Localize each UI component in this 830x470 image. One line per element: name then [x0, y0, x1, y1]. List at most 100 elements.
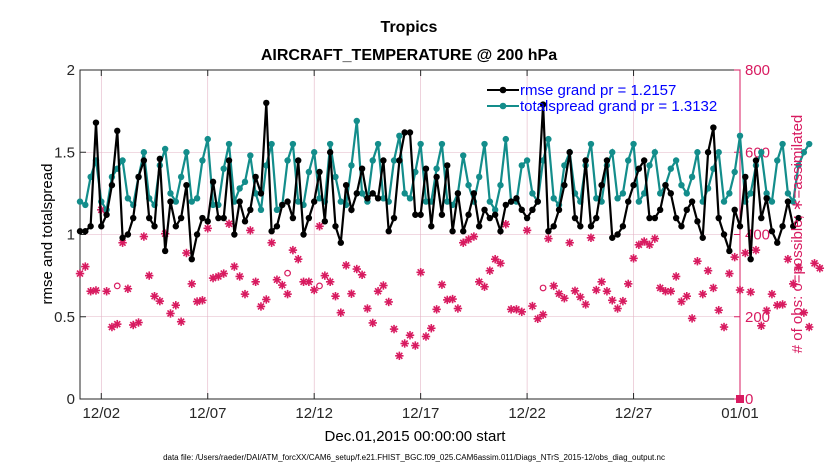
obs-asterisk-stroke: [587, 234, 595, 242]
rmse-point: [433, 173, 440, 181]
obs-assimilated-point: [634, 240, 644, 249]
rmse-point: [507, 198, 515, 205]
obs-possible-point: [539, 284, 547, 292]
rmse-point: [731, 206, 738, 214]
obs-assimilated-point: [331, 291, 340, 301]
rmse-point: [114, 127, 121, 135]
obs-asterisk-stroke: [502, 220, 510, 228]
rmse-point: [215, 214, 222, 222]
rmse-point: [161, 247, 169, 255]
obs-assimilated-point: [91, 286, 101, 295]
obs-assimilated-point: [815, 264, 825, 273]
obs-asterisk-stroke: [800, 309, 808, 317]
obs-asterisk-stroke: [433, 305, 441, 313]
obs-assimilated-point: [187, 279, 196, 289]
rmse-point: [130, 214, 137, 222]
obs-asterisk-stroke: [422, 332, 430, 341]
totalspread-point: [678, 181, 685, 189]
rmse-point: [561, 181, 568, 189]
rmse-point: [582, 157, 589, 164]
obs-assimilated-point: [123, 284, 133, 293]
obs-asterisk-stroke: [661, 287, 670, 295]
rmse-point: [774, 239, 781, 246]
totalspread-point: [640, 190, 648, 197]
rmse-point: [300, 231, 307, 238]
obs-asterisk-stroke: [747, 288, 755, 296]
obs-asterisk-stroke: [337, 309, 345, 317]
obs-asterisk-stroke: [390, 325, 398, 333]
totalspread-point: [172, 198, 180, 205]
obs-asterisk-stroke: [518, 308, 526, 316]
obs-assimilated-point: [522, 226, 532, 235]
obs-asterisk-stroke: [534, 315, 542, 323]
obs-asterisk-stroke: [87, 287, 95, 295]
obs-assimilated-point: [677, 297, 686, 306]
rmse-point: [513, 195, 520, 202]
totalspread-point: [790, 198, 797, 205]
obs-asterisk-stroke: [480, 283, 489, 291]
obs-assimilated-point: [288, 245, 298, 255]
obs-asterisk-stroke: [294, 255, 302, 263]
obs-assimilated-point: [490, 254, 500, 264]
totalspread-point: [284, 157, 291, 164]
rmse-point: [247, 206, 254, 214]
rmse-point: [417, 211, 424, 218]
totalspread-point: [444, 198, 451, 205]
y-right-tick-label: 0: [745, 391, 753, 408]
obs-asterisk-stroke: [736, 286, 744, 294]
totalspread-point: [358, 190, 366, 197]
totalspread-point: [667, 165, 675, 172]
rmse-point: [555, 206, 563, 214]
rmse-point: [571, 214, 579, 222]
totalspread-point: [784, 190, 792, 197]
chart-subtitle: AIRCRAFT_TEMPERATURE @ 200 hPa: [261, 47, 557, 64]
obs-assimilated-point: [86, 287, 95, 296]
totalspread-point: [587, 140, 595, 148]
obs-assimilated-point: [565, 238, 574, 247]
obs-asterisk-stroke: [284, 290, 292, 298]
rmse-point: [497, 228, 504, 235]
totalspread-point: [656, 190, 664, 197]
obs-assimilated-point: [581, 300, 590, 309]
y-tick-label: 0: [67, 391, 75, 408]
obs-asterisk-stroke: [672, 272, 680, 280]
rmse-point: [640, 157, 648, 164]
rmse-point: [470, 190, 478, 197]
obs-asterisk-stroke: [150, 292, 159, 300]
totalspread-point: [651, 149, 659, 156]
obs-asterisk-stroke: [166, 309, 175, 317]
obs-assimilated-point: [480, 282, 489, 291]
obs-assimilated-point: [560, 294, 569, 303]
rmse-point: [656, 206, 664, 214]
obs-asterisk-stroke: [810, 259, 819, 267]
rmse-point: [76, 228, 84, 235]
rmse-point: [135, 173, 142, 181]
rmse-point: [167, 198, 174, 205]
obs-asterisk-stroke: [709, 284, 717, 292]
totalspread-point: [82, 201, 89, 209]
rmse-point: [779, 223, 786, 230]
totalspread-point: [545, 135, 552, 143]
obs-possible-point: [284, 269, 291, 277]
obs-asterisk-stroke: [693, 257, 701, 265]
obs-assimilated-point: [384, 297, 393, 307]
rmse-point: [609, 234, 616, 241]
obs-asterisk-stroke: [640, 237, 648, 246]
totalspread-point: [619, 190, 627, 197]
totalspread-point: [204, 135, 211, 143]
rmse-point: [438, 211, 446, 218]
rmse-point: [491, 211, 499, 218]
totalspread-point: [683, 190, 690, 197]
obs-assimilated-point: [544, 234, 553, 243]
obs-assimilated-point: [469, 232, 479, 241]
obs-assimilated-point: [778, 300, 787, 309]
rmse-point: [358, 165, 366, 172]
obs-assimilated-point: [725, 269, 734, 278]
obs-asterisk-stroke: [177, 318, 185, 326]
obs-assimilated-point: [671, 272, 681, 281]
totalspread-point: [380, 195, 387, 202]
obs-asterisk-stroke: [566, 239, 574, 247]
y-axis-label-left: rmse and totalspread: [39, 164, 56, 305]
rmse-point: [598, 181, 605, 189]
totalspread-point: [768, 198, 776, 205]
